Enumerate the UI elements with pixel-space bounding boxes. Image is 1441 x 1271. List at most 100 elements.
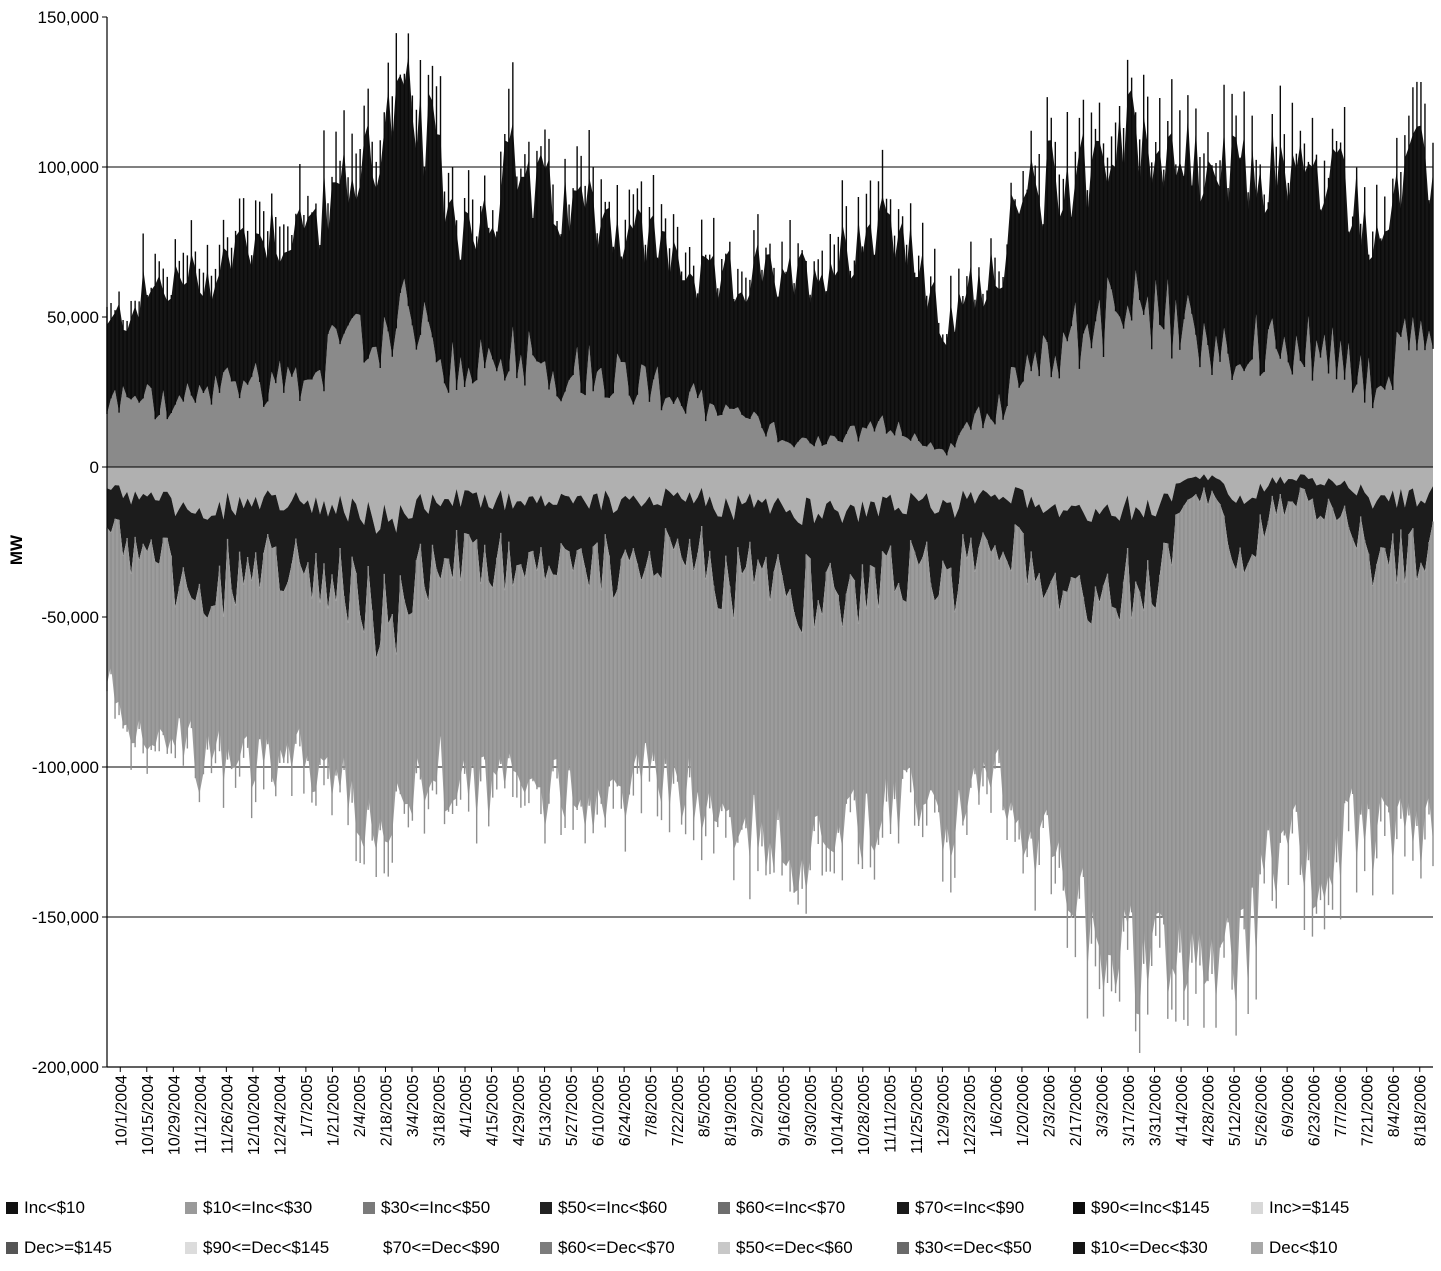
legend-swatch (897, 1242, 909, 1254)
x-tick-label: 5/26/2006 (1254, 1075, 1271, 1146)
legend-label: $30<=Dec<$50 (915, 1238, 1032, 1257)
x-tick-label: 5/13/2005 (538, 1075, 555, 1146)
legend-item: $90<=Inc<$145 (1073, 1198, 1210, 1218)
legend-item: $30<=Inc<$50 (363, 1198, 490, 1218)
x-tick-label: 4/28/2006 (1201, 1075, 1218, 1146)
y-tick-label: 50,000 (47, 308, 99, 327)
y-axis-label: MW (7, 534, 26, 565)
y-tick-labels: 150,000 100,000 50,000 0 -50,000 -100,000 -150… (32, 8, 107, 1077)
x-tick-label: 3/18/2005 (432, 1075, 449, 1146)
legend-label: Dec>=$145 (24, 1238, 112, 1257)
y-tick-label: -200,000 (32, 1058, 99, 1077)
legend-item: $10<=Inc<$30 (185, 1198, 312, 1218)
y-tick-label: -100,000 (32, 758, 99, 777)
area-inc-low (107, 270, 1433, 467)
axes (106, 17, 1433, 1068)
legend-label: $90<=Dec<$145 (203, 1238, 330, 1257)
x-tick-label: 2/17/2006 (1068, 1075, 1085, 1146)
x-tick-label: 3/31/2006 (1148, 1075, 1165, 1146)
x-tick-label: 7/22/2005 (670, 1075, 687, 1146)
x-tick-label: 3/4/2005 (405, 1075, 422, 1137)
area-dec-mid (107, 474, 1433, 658)
legend-row-dec: Dec>=$145 $90<=Dec<$145 $70<=Dec<$90 $60<=D… (0, 1234, 1441, 1264)
x-tick-label: 4/1/2005 (458, 1075, 475, 1137)
x-tick-label: 10/14/2005 (829, 1075, 846, 1155)
legend-swatch (718, 1202, 730, 1214)
legend-swatch (185, 1242, 197, 1254)
legend-label: $10<=Inc<$30 (203, 1198, 313, 1217)
x-tick-label: 1/20/2006 (1015, 1075, 1032, 1146)
x-tick-label: 7/8/2005 (644, 1075, 661, 1137)
legend-swatch (6, 1242, 18, 1254)
x-tick-label: 5/27/2005 (564, 1075, 581, 1146)
x-tick-label: 6/10/2005 (591, 1075, 608, 1146)
legend-label: Inc<$10 (24, 1198, 85, 1217)
legend-label: $90<=Inc<$145 (1091, 1198, 1210, 1217)
y-tick-label: 100,000 (38, 158, 99, 177)
x-tick-label: 10/15/2004 (140, 1075, 157, 1155)
legend-item: $70<=Inc<$90 (897, 1198, 1024, 1218)
legend-swatch (1073, 1242, 1085, 1254)
legend-label: $60<=Inc<$70 (736, 1198, 846, 1217)
legend-item: $10<=Dec<$30 (1073, 1238, 1208, 1258)
legend-item: $90<=Dec<$145 (185, 1238, 329, 1258)
legend-item: Dec<$10 (1251, 1238, 1338, 1258)
x-tick-label: 2/3/2006 (1042, 1075, 1059, 1137)
legend-swatch (1251, 1242, 1263, 1254)
x-tick-label: 6/24/2005 (617, 1075, 634, 1146)
legend-item: $50<=Inc<$60 (540, 1198, 667, 1218)
legend-item: Inc>=$145 (1251, 1198, 1349, 1218)
x-tick-label: 2/18/2005 (379, 1075, 396, 1146)
x-tick-label: 3/3/2006 (1095, 1075, 1112, 1137)
x-tick-label: 4/14/2006 (1174, 1075, 1191, 1146)
legend-swatch (363, 1202, 375, 1214)
x-tick-label: 8/18/2006 (1413, 1075, 1430, 1146)
legend-label: $70<=Dec<$90 (383, 1238, 500, 1257)
x-tick-label: 8/5/2005 (697, 1075, 714, 1137)
legend-label: $50<=Inc<$60 (558, 1198, 668, 1217)
y-tick-label: -150,000 (32, 908, 99, 927)
legend-label: $10<=Dec<$30 (1091, 1238, 1208, 1257)
x-tick-label: 6/23/2006 (1307, 1075, 1324, 1146)
x-tick-label: 10/29/2004 (166, 1075, 183, 1155)
legend-swatch (540, 1202, 552, 1214)
legend-item: Inc<$10 (6, 1198, 85, 1218)
x-tick-label: 1/6/2006 (988, 1075, 1005, 1137)
y-tick-label: 150,000 (38, 8, 99, 27)
x-tick-label: 9/2/2005 (750, 1075, 767, 1137)
legend-row-inc: Inc<$10 $10<=Inc<$30 $30<=Inc<$50 $50<=Inc<… (0, 1194, 1441, 1224)
x-tick-label: 8/4/2006 (1386, 1075, 1403, 1137)
legend-swatch (185, 1202, 197, 1214)
legend-item: Dec>=$145 (6, 1238, 112, 1258)
x-tick-label: 4/29/2005 (511, 1075, 528, 1146)
legend-item: $70<=Dec<$90 (383, 1238, 500, 1258)
x-tick-label: 11/11/2005 (882, 1075, 899, 1153)
legend-swatch (897, 1202, 909, 1214)
x-tick-label: 2/4/2005 (352, 1075, 369, 1137)
x-tick-label: 6/9/2006 (1280, 1075, 1297, 1137)
x-tick-label: 10/1/2004 (113, 1075, 130, 1146)
x-tick-label: 7/21/2006 (1360, 1075, 1377, 1146)
legend-item: $30<=Dec<$50 (897, 1238, 1032, 1258)
x-tick-label: 12/23/2005 (962, 1075, 979, 1155)
legend-swatch (6, 1202, 18, 1214)
x-tick-label: 9/30/2005 (803, 1075, 820, 1146)
legend-swatch (1073, 1202, 1085, 1214)
legend-item: $60<=Dec<$70 (540, 1238, 675, 1258)
y-tick-label: -50,000 (41, 608, 99, 627)
x-tick-label: 1/7/2005 (299, 1075, 316, 1137)
x-tick-label: 7/7/2006 (1333, 1075, 1350, 1137)
x-tick-label: 12/9/2005 (935, 1075, 952, 1146)
x-tick-label: 12/10/2004 (246, 1075, 263, 1155)
x-tick-label: 12/24/2004 (272, 1075, 289, 1155)
x-tick-label: 11/26/2004 (219, 1075, 236, 1154)
x-tick-label: 9/16/2005 (776, 1075, 793, 1146)
x-tick-label: 5/12/2006 (1227, 1075, 1244, 1146)
legend-label: $50<=Dec<$60 (736, 1238, 853, 1257)
legend-swatch (540, 1242, 552, 1254)
x-tick-label: 8/19/2005 (723, 1075, 740, 1146)
x-tick-label: 3/17/2006 (1121, 1075, 1138, 1146)
area-dec-high (107, 467, 1433, 534)
legend-item: $50<=Dec<$60 (718, 1238, 853, 1258)
legend-label: Inc>=$145 (1269, 1198, 1350, 1217)
